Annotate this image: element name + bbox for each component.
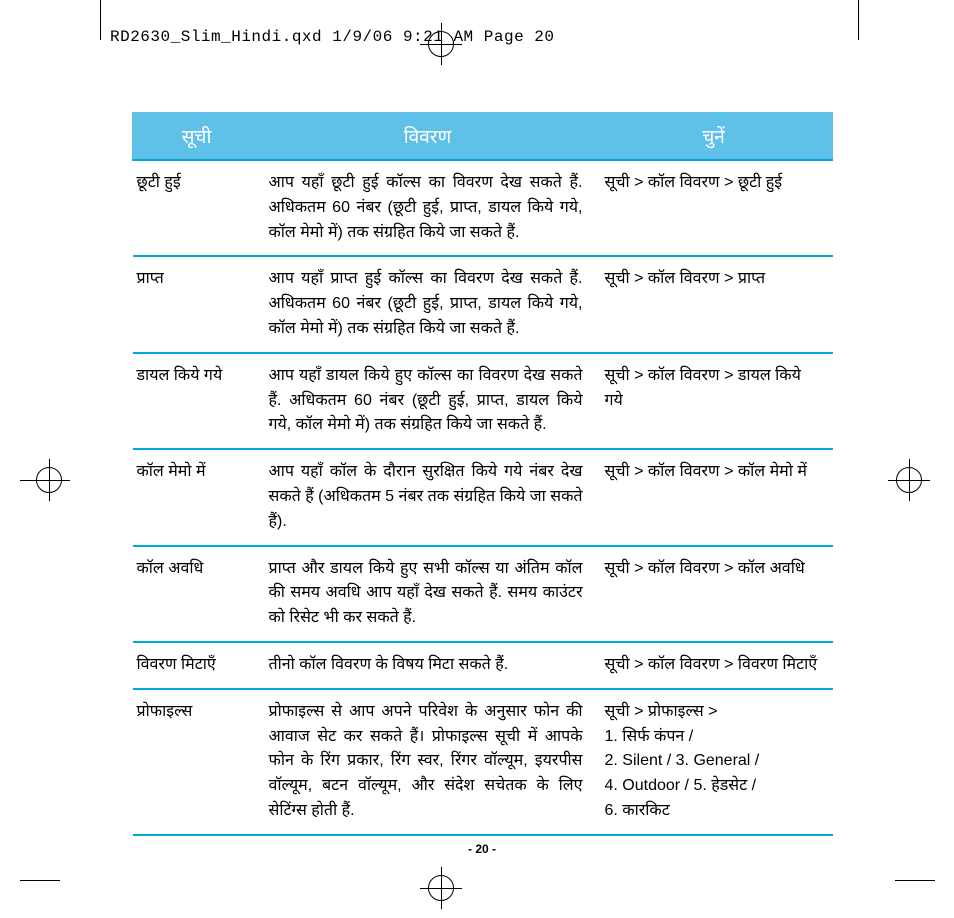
cell-list: डायल किये गये [133, 353, 261, 449]
doc-header: RD2630_Slim_Hindi.qxd 1/9/06 9:21 AM Pag… [110, 28, 554, 46]
cell-list: विवरण मिटाएँ [133, 642, 261, 689]
cell-list: प्रोफाइल्स [133, 689, 261, 835]
cell-select: सूची > प्रोफाइल्स >1. सिर्फ कंपन /2. Sil… [595, 689, 833, 835]
cell-select: सूची > कॉल विवरण > कॉल मेमो में [595, 449, 833, 545]
cell-select: सूची > कॉल विवरण > कॉल अवधि [595, 546, 833, 642]
table-row: कॉल अवधिप्राप्त और डायल किये हुए सभी कॉल… [133, 546, 833, 642]
crop-mark [428, 875, 454, 901]
cell-list: कॉल अवधि [133, 546, 261, 642]
cell-select: सूची > कॉल विवरण > डायल किये गये [595, 353, 833, 449]
menu-table: सूची विवरण चुनें छूटी हुईआप यहाँ छूटी हु… [132, 112, 833, 836]
cell-select: सूची > कॉल विवरण > प्राप्त [595, 256, 833, 352]
crop-mark [20, 880, 60, 881]
cell-desc: आप यहाँ प्राप्त हुई कॉल्स का विवरण देख स… [261, 256, 595, 352]
table-row: विवरण मिटाएँतीनो कॉल विवरण के विषय मिटा … [133, 642, 833, 689]
crop-mark [428, 31, 454, 57]
cell-desc: प्रोफाइल्स से आप अपने परिवेश के अनुसार फ… [261, 689, 595, 835]
header-select: चुनें [595, 113, 833, 161]
cell-list: छूटी हुई [133, 160, 261, 256]
header-list: सूची [133, 113, 261, 161]
cell-desc: आप यहाँ कॉल के दौरान सुरक्षित किये गये न… [261, 449, 595, 545]
cell-list: प्राप्त [133, 256, 261, 352]
cell-select: सूची > कॉल विवरण > विवरण मिटाएँ [595, 642, 833, 689]
crop-mark [895, 880, 935, 881]
table-row: प्राप्तआप यहाँ प्राप्त हुई कॉल्स का विवर… [133, 256, 833, 352]
header-desc: विवरण [261, 113, 595, 161]
crop-mark [896, 467, 922, 493]
cell-desc: आप यहाँ डायल किये हुए कॉल्स का विवरण देख… [261, 353, 595, 449]
cell-desc: आप यहाँ छूटी हुई कॉल्स का विवरण देख सकते… [261, 160, 595, 256]
cell-list: कॉल मेमो में [133, 449, 261, 545]
crop-mark [858, 0, 859, 40]
cell-desc: तीनो कॉल विवरण के विषय मिटा सकते हैं. [261, 642, 595, 689]
cell-select: सूची > कॉल विवरण > छूटी हुई [595, 160, 833, 256]
crop-mark [36, 467, 62, 493]
table-row: छूटी हुईआप यहाँ छूटी हुई कॉल्स का विवरण … [133, 160, 833, 256]
cell-desc: प्राप्त और डायल किये हुए सभी कॉल्स या अं… [261, 546, 595, 642]
table-row: कॉल मेमो मेंआप यहाँ कॉल के दौरान सुरक्षि… [133, 449, 833, 545]
table-row: प्रोफाइल्सप्रोफाइल्स से आप अपने परिवेश क… [133, 689, 833, 835]
page-content: सूची विवरण चुनें छूटी हुईआप यहाँ छूटी हु… [132, 112, 832, 856]
page-number: - 20 - [132, 842, 832, 856]
table-row: डायल किये गयेआप यहाँ डायल किये हुए कॉल्स… [133, 353, 833, 449]
crop-mark [100, 0, 101, 40]
